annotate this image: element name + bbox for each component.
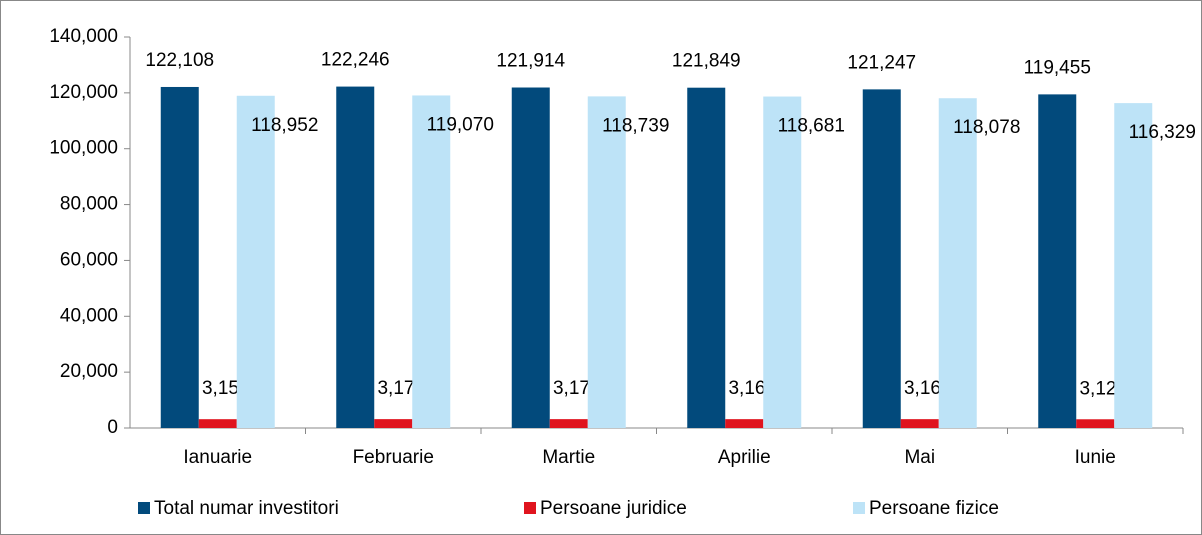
- bar: [412, 95, 451, 428]
- y-tick-label: 140,000: [49, 26, 118, 47]
- bar: [374, 419, 413, 428]
- legend-swatch: [138, 502, 150, 514]
- data-label: 119,455: [1024, 57, 1091, 78]
- legend-label: Persoane juridice: [540, 498, 687, 519]
- bar: [587, 96, 626, 428]
- bar: [687, 87, 726, 429]
- x-tick-label: Ianuarie: [183, 447, 252, 468]
- x-tick-label: Iunie: [1075, 447, 1116, 468]
- bar: [236, 95, 275, 428]
- bar: [1076, 419, 1115, 428]
- data-label: 121,914: [496, 51, 565, 72]
- data-label: 118,739: [602, 115, 669, 136]
- y-tick-label: 120,000: [49, 82, 118, 103]
- y-tick-label: 20,000: [60, 361, 118, 382]
- bar: [725, 419, 764, 428]
- legend-swatch: [853, 502, 865, 514]
- bar: [1038, 94, 1077, 429]
- bar: [862, 89, 901, 428]
- bar: [160, 86, 199, 429]
- y-tick-label: 0: [107, 417, 118, 438]
- bar: [900, 419, 939, 428]
- data-label: 121,849: [672, 51, 741, 72]
- legend-label: Persoane fizice: [869, 498, 999, 519]
- legend-swatch: [524, 502, 536, 514]
- y-tick-label: 60,000: [60, 249, 118, 270]
- bar: [198, 419, 237, 428]
- y-tick-label: 80,000: [60, 194, 118, 215]
- x-tick-label: Aprilie: [718, 447, 771, 468]
- data-label: 118,681: [778, 116, 845, 137]
- bar: [763, 96, 802, 428]
- x-tick-label: Februarie: [353, 447, 434, 468]
- x-tick-label: Mai: [904, 447, 935, 468]
- data-label: 116,329: [1129, 122, 1196, 143]
- data-label: 121,247: [847, 52, 916, 73]
- data-label: 122,246: [321, 50, 390, 71]
- bar: [511, 87, 550, 429]
- bar: [549, 419, 588, 428]
- y-tick-label: 40,000: [60, 305, 118, 326]
- bar: [938, 98, 977, 429]
- data-label: 122,108: [145, 50, 214, 71]
- data-label: 118,952: [251, 115, 318, 136]
- data-label: 118,078: [953, 117, 1020, 138]
- x-tick-label: Martie: [542, 447, 595, 468]
- legend-label: Total numar investitori: [154, 498, 339, 519]
- y-tick-label: 100,000: [49, 138, 118, 159]
- bar: [336, 86, 375, 429]
- bar: [1114, 103, 1153, 429]
- data-label: 119,070: [427, 114, 494, 135]
